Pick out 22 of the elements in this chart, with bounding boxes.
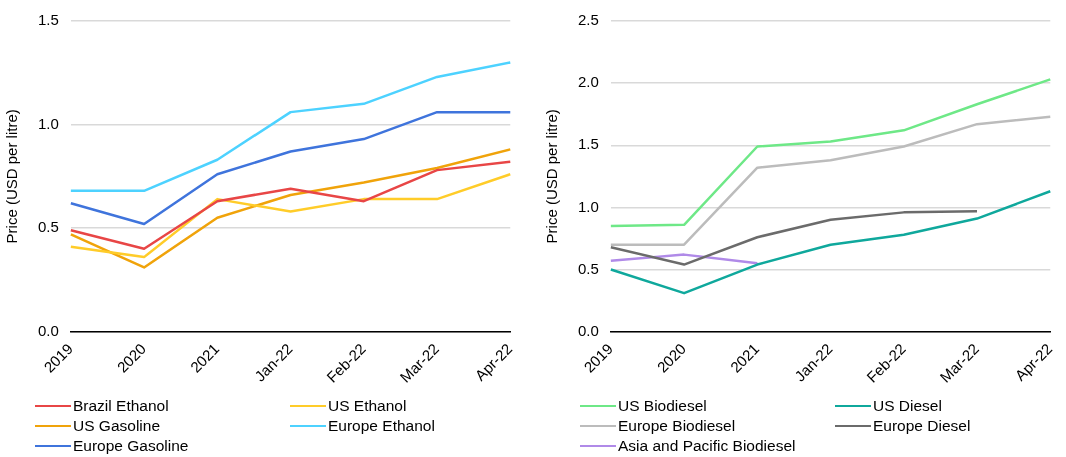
y-axis-title: Price (USD per litre) <box>543 109 561 244</box>
legend-label: Brazil Ethanol <box>73 397 169 415</box>
y-axis-title: Price (USD per litre) <box>3 109 21 244</box>
y-tick-label: 0.5 <box>37 218 59 236</box>
legend-label: Europe Diesel <box>873 417 971 435</box>
y-tick-label: 1.0 <box>37 114 59 132</box>
legend-label: US Gasoline <box>73 417 161 435</box>
legend-label: Europe Biodiesel <box>618 417 736 435</box>
y-tick-label: 2.0 <box>577 73 599 91</box>
y-tick-label: 2.5 <box>577 11 599 29</box>
y-tick-label: 0.5 <box>577 259 599 277</box>
legend-label: US Biodiesel <box>618 397 707 415</box>
legend-label: US Diesel <box>873 397 942 415</box>
y-tick-label: 1.5 <box>577 135 599 153</box>
y-tick-label: 0.0 <box>577 321 599 339</box>
legend-label: Europe Ethanol <box>328 417 435 435</box>
y-tick-label: 0.0 <box>37 321 59 339</box>
legend-label: US Ethanol <box>328 397 407 415</box>
legend-label: Asia and Pacific Biodiesel <box>618 437 796 455</box>
legend-label: Europe Gasoline <box>73 437 189 455</box>
y-tick-label: 1.5 <box>37 11 59 29</box>
y-tick-label: 1.0 <box>577 197 599 215</box>
